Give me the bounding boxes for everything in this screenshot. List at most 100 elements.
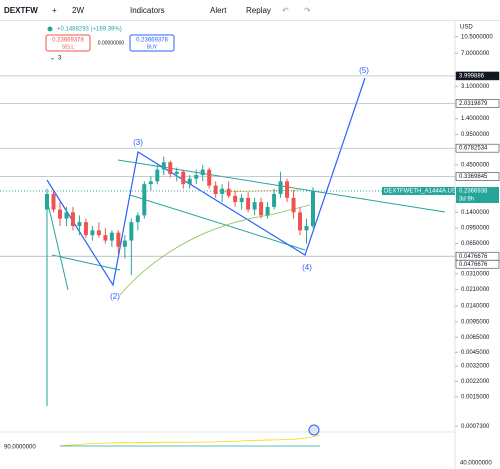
level-label-box — [455, 71, 500, 81]
candle-body — [57, 209, 62, 219]
candle-body — [83, 222, 88, 236]
candle-body — [174, 171, 179, 174]
countdown: 3d 9h — [459, 197, 474, 203]
candle-body — [311, 190, 315, 227]
level-label-box — [455, 143, 500, 153]
last-price-box — [456, 186, 499, 203]
candle-body — [109, 232, 114, 241]
y-tick-label: 0.0095000 — [461, 319, 490, 325]
candle-body — [51, 193, 56, 210]
collapse[interactable]: ⌄ — [50, 56, 55, 62]
buy-label: BUY — [147, 44, 158, 50]
candle-body — [291, 197, 296, 213]
candle-body — [64, 212, 69, 219]
y-tick-label: 0.0210000 — [461, 287, 490, 293]
currency: USD — [460, 25, 473, 31]
level-label-box — [455, 172, 500, 181]
y-tick-label: 0.0032000 — [461, 364, 490, 370]
candle-body — [233, 195, 238, 203]
moving-average — [119, 204, 311, 296]
sell-price: 0.23669378 — [52, 38, 84, 44]
osc-axis-label: 40.0000000 — [460, 461, 492, 467]
candle-body — [148, 181, 153, 185]
y-tick-label: 0.0950000 — [461, 226, 490, 232]
oscillator-line — [59, 434, 321, 447]
last-symbol-box — [382, 186, 455, 195]
level-label: 0.3369845 — [459, 174, 488, 180]
sell-button[interactable] — [45, 34, 91, 52]
level-label: 0.0476676 — [459, 254, 488, 260]
wave-label: (4) — [302, 263, 312, 272]
candle-body — [155, 169, 160, 182]
symbol[interactable]: DEXTFW — [4, 6, 38, 15]
candle-body — [226, 188, 231, 196]
y-tick-label: 0.1400000 — [461, 210, 490, 216]
level-label: 3.999886 — [459, 74, 485, 80]
level-label-box — [455, 259, 500, 269]
candle-body — [161, 162, 166, 170]
candle-body — [246, 197, 251, 210]
candle-body — [45, 193, 49, 210]
candle-body — [272, 193, 277, 207]
y-tick-label: 0.9500000 — [461, 132, 490, 138]
y-tick-label: 7.0000000 — [461, 51, 490, 57]
y-tick-label: 0.0140000 — [461, 304, 490, 310]
elliott-wave — [46, 77, 366, 287]
channel-line — [129, 194, 306, 251]
y-tick-label: 0.0022000 — [461, 379, 490, 385]
channel-line — [45, 194, 69, 291]
channel-line — [51, 254, 121, 271]
y-tick-label: 0.0065000 — [461, 335, 490, 341]
candle-body — [142, 184, 147, 216]
y-tick-label: 0.0650000 — [461, 241, 490, 247]
wave-label: (3) — [133, 138, 143, 147]
add-symbol[interactable]: + — [52, 6, 57, 15]
candle-body — [70, 212, 75, 227]
level-label: 0.0476676 — [459, 262, 488, 268]
candle-body — [200, 169, 205, 176]
undo[interactable]: ↶ — [282, 6, 289, 15]
candle-body — [259, 202, 264, 216]
last-price: 0.2366938 — [459, 189, 488, 195]
candle-body — [77, 222, 82, 227]
candle-body — [103, 235, 108, 241]
status-dot — [47, 26, 53, 32]
y-tick-label: 1.4000000 — [461, 116, 490, 122]
candle-body — [278, 181, 283, 194]
indicators[interactable]: Indicators — [130, 6, 165, 15]
replay[interactable]: Replay — [246, 6, 271, 15]
wave-label: (2) — [110, 292, 120, 301]
candle-body — [252, 202, 257, 210]
y-tick-label: 0.4500000 — [461, 162, 490, 168]
redo[interactable]: ↷ — [304, 6, 311, 15]
spread: 0.00000000 — [98, 40, 125, 46]
candle-body — [135, 215, 140, 223]
y-tick-label: 0.0310000 — [461, 271, 490, 277]
candle-body — [122, 240, 127, 247]
alert[interactable]: Alert — [210, 6, 227, 15]
y-tick-label: 10.5000000 — [461, 34, 493, 40]
level-label: 0.6782534 — [459, 146, 488, 152]
indicator-count: 3 — [58, 56, 62, 62]
osc-left-label: 90.0000000 — [4, 445, 36, 451]
buy-button[interactable] — [129, 34, 175, 52]
y-tick-label: 0.0007300 — [461, 424, 490, 430]
y-tick-label: 0.0015000 — [461, 395, 490, 401]
candle-body — [285, 181, 290, 198]
buy-price: 0.23669378 — [136, 38, 168, 44]
wave-label: (5) — [359, 66, 369, 75]
candle-body — [304, 226, 309, 231]
y-tick-label: 0.0045000 — [461, 350, 490, 356]
event-flag[interactable] — [308, 424, 320, 436]
candle-body — [298, 212, 303, 231]
candle-body — [194, 175, 199, 179]
change: +0.1488293 (+169.39%) — [57, 27, 122, 33]
candle-body — [187, 178, 192, 185]
sell-label: SELL — [62, 44, 74, 50]
candle-body — [265, 206, 270, 216]
candle-body — [96, 230, 101, 236]
interval[interactable]: 2W — [72, 6, 84, 15]
candle-body — [116, 232, 121, 247]
y-tick-label: 3.1000000 — [461, 84, 490, 90]
